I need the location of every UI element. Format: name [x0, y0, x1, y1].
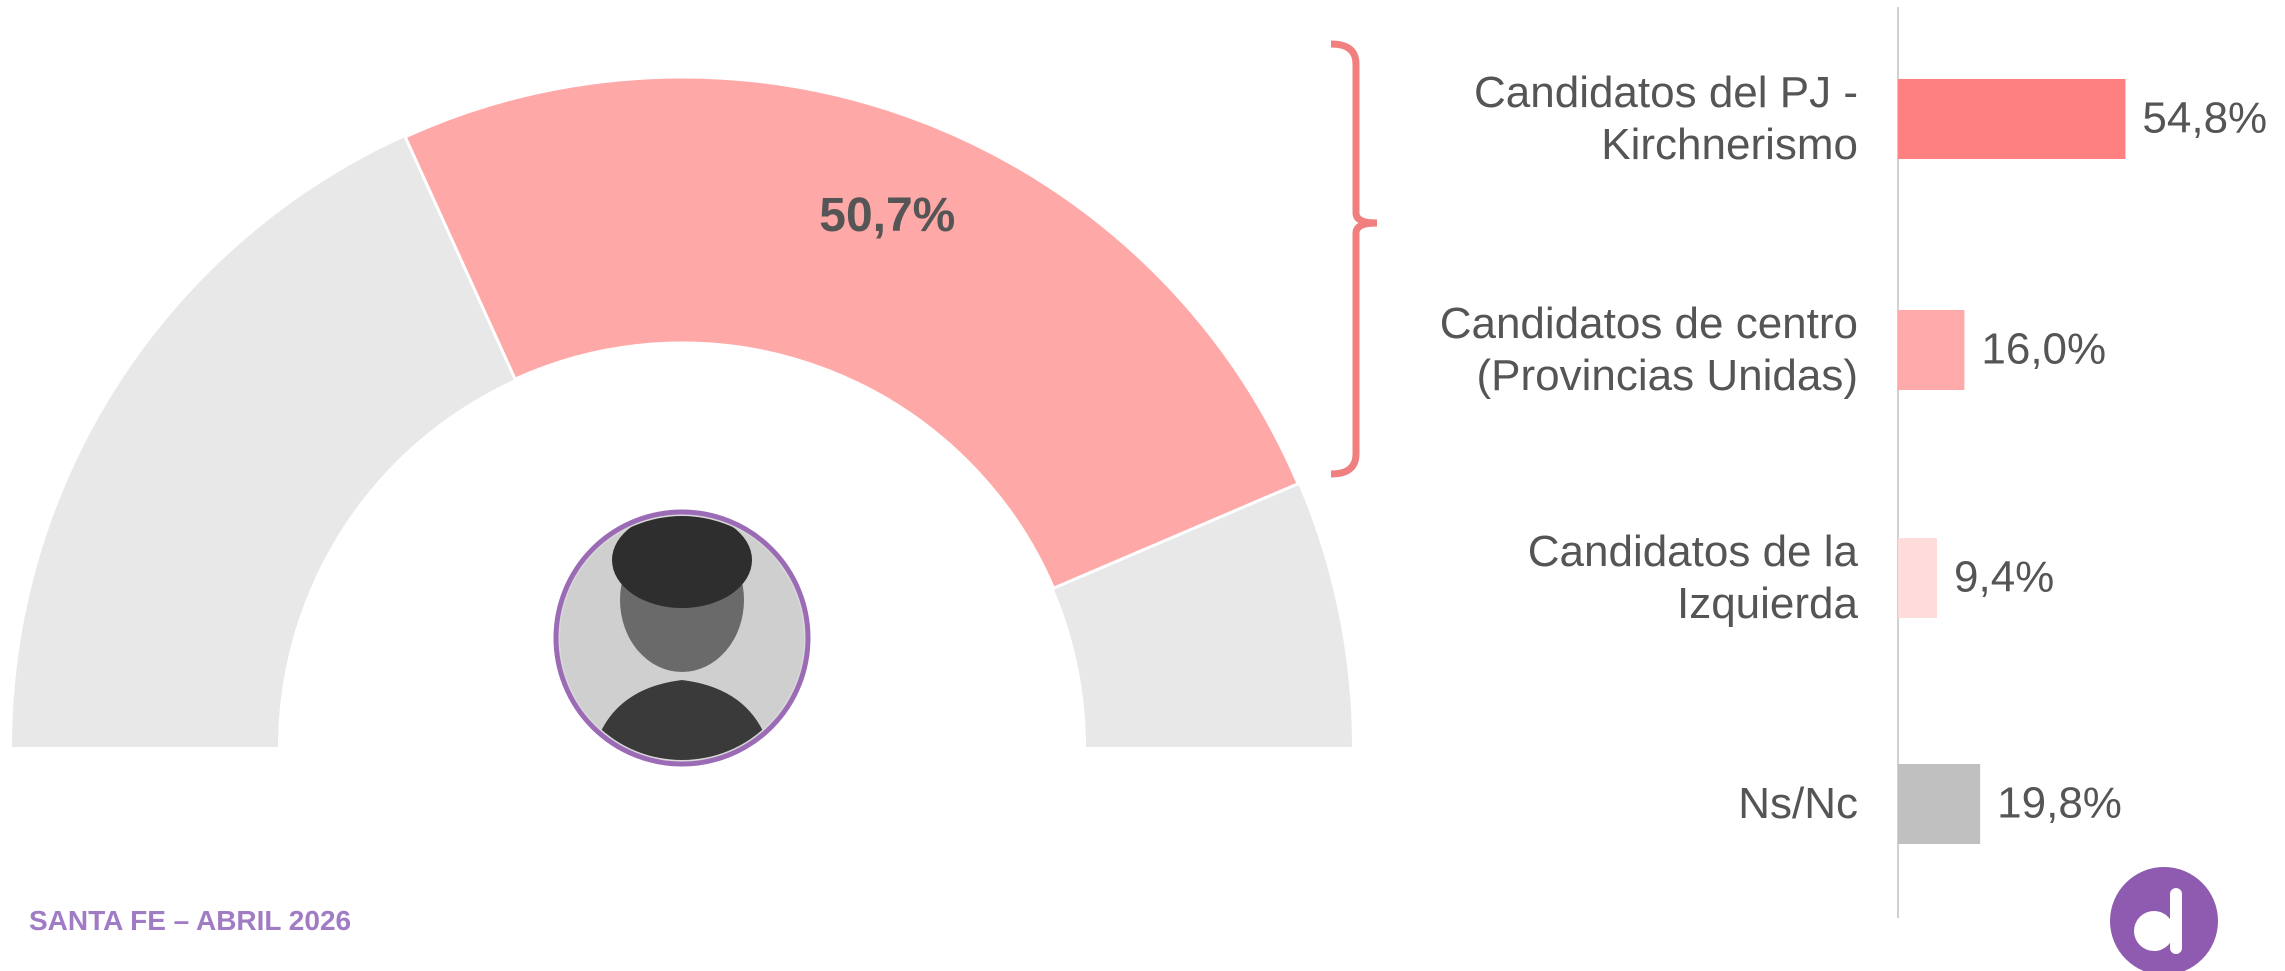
- gauge-value-label: 50,7%: [819, 189, 955, 242]
- footer: SANTA FE – ABRIL 2026: [29, 905, 351, 937]
- bar: [1898, 764, 1980, 844]
- bar-value-label: 16,0%: [1981, 325, 2106, 374]
- bar-value-label: 54,8%: [2142, 94, 2267, 143]
- bar-value-label: 9,4%: [1954, 553, 2054, 602]
- bar: [1898, 79, 2125, 159]
- category-label: Candidatos del PJ - Kirchnerismo: [1378, 67, 1858, 171]
- bar-chart: 54,8% 16,0% 9,4% 19,8%: [1898, 79, 2267, 844]
- chart: 50,7% 54,8% 16,0% 9,4% 19,8%: [0, 0, 2285, 971]
- bracket: [1331, 44, 1377, 474]
- bar: [1898, 538, 1937, 618]
- category-label: Candidatos de la Izquierda: [1378, 526, 1858, 630]
- category-label: Ns/Nc: [1378, 778, 1858, 830]
- category-label: Candidatos de centro (Provincias Unidas): [1378, 298, 1858, 402]
- logo: [2110, 867, 2218, 971]
- bar: [1898, 310, 1964, 390]
- photo: [556, 512, 808, 770]
- page: 50,7% 54,8% 16,0% 9,4% 19,8% SANTA FE – ABR…: [0, 0, 2285, 971]
- gauge-arc: [405, 77, 1298, 588]
- bar-value-label: 19,8%: [1997, 779, 2122, 828]
